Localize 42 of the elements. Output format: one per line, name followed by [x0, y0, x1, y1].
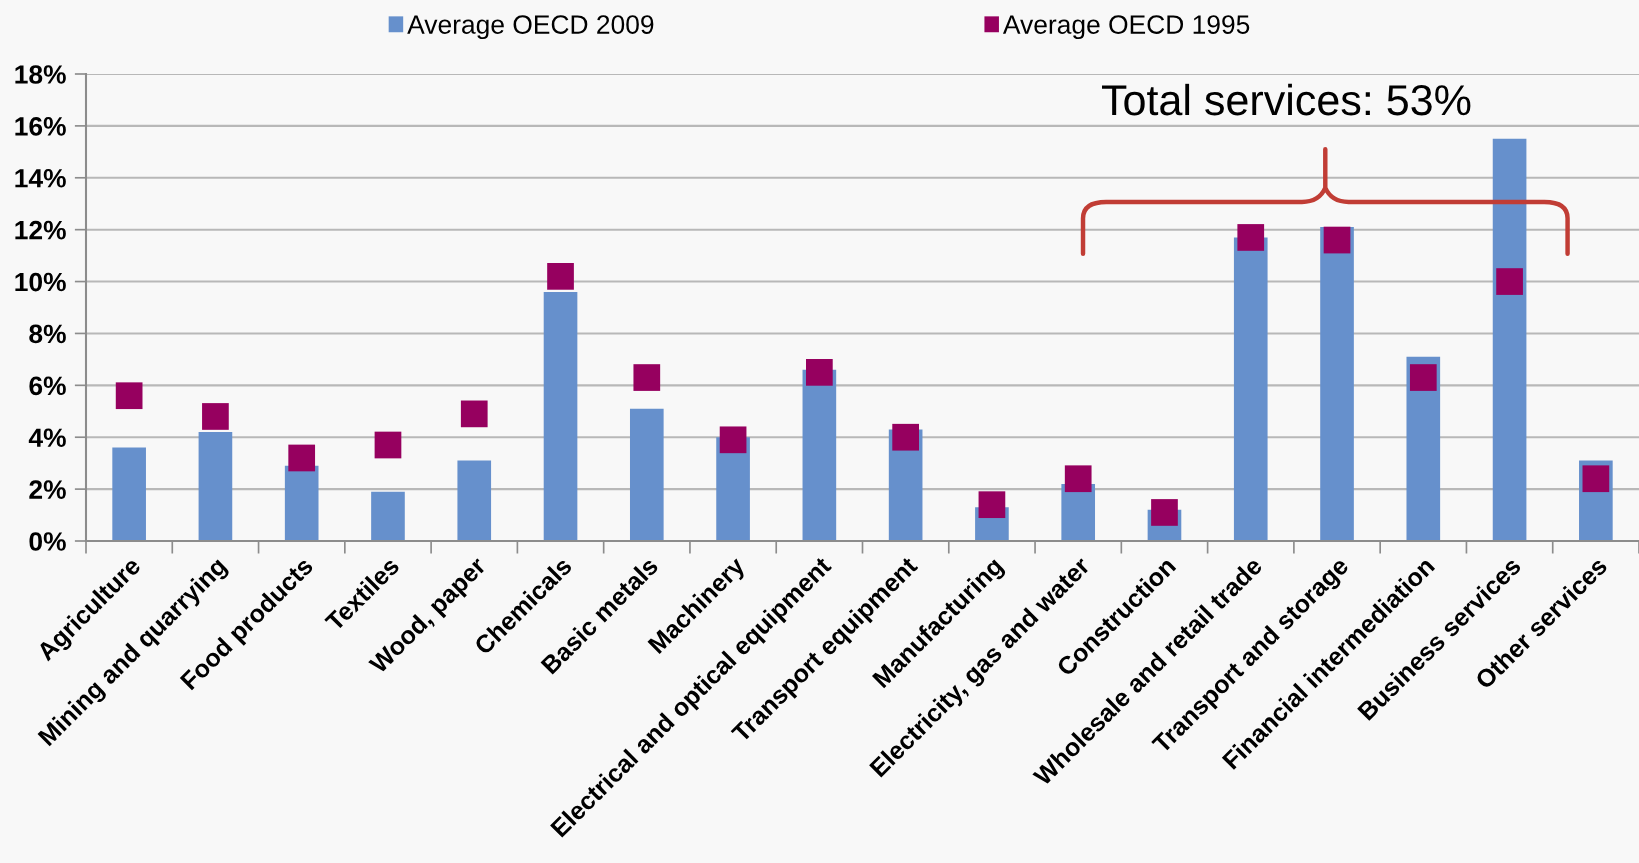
y-tick-label: 8% — [29, 324, 66, 344]
bar — [1320, 227, 1354, 541]
point — [374, 431, 402, 459]
bar — [198, 432, 233, 541]
point — [547, 263, 574, 290]
y-tick-label: 16% — [15, 117, 66, 136]
y-tick-label: 2% — [29, 480, 66, 499]
point — [1582, 465, 1610, 493]
y-tick-label: 0% — [29, 532, 66, 551]
point — [202, 403, 229, 430]
point — [1064, 465, 1092, 493]
legend-label: Average OECD 2009 — [407, 15, 654, 40]
bar — [112, 447, 146, 541]
point — [1409, 364, 1437, 391]
point — [1323, 226, 1351, 254]
legend-label: Average OECD 1995 — [1002, 15, 1250, 40]
y-tick-label: 12% — [15, 220, 66, 240]
point — [1496, 268, 1523, 295]
y-tick-label: 18% — [15, 65, 66, 84]
point — [1237, 224, 1265, 251]
bar — [629, 408, 664, 541]
point — [115, 382, 143, 410]
point — [978, 491, 1006, 519]
point — [892, 423, 919, 451]
bar — [371, 491, 405, 541]
point — [288, 444, 316, 472]
bar — [1492, 138, 1527, 541]
annotation: Total services: 53% — [1102, 83, 1471, 116]
bar — [802, 369, 837, 541]
point — [460, 400, 488, 428]
point — [806, 359, 833, 386]
y-tick-label: 6% — [29, 376, 66, 396]
bar — [543, 291, 578, 541]
y-tick-label: 14% — [15, 168, 66, 188]
point — [719, 426, 747, 454]
y-tick-label: 10% — [15, 272, 66, 292]
bar — [457, 460, 492, 541]
bar — [1233, 237, 1268, 541]
bar — [284, 465, 319, 541]
point — [633, 364, 661, 391]
bar — [1406, 356, 1441, 541]
y-tick-label: 4% — [28, 428, 66, 447]
